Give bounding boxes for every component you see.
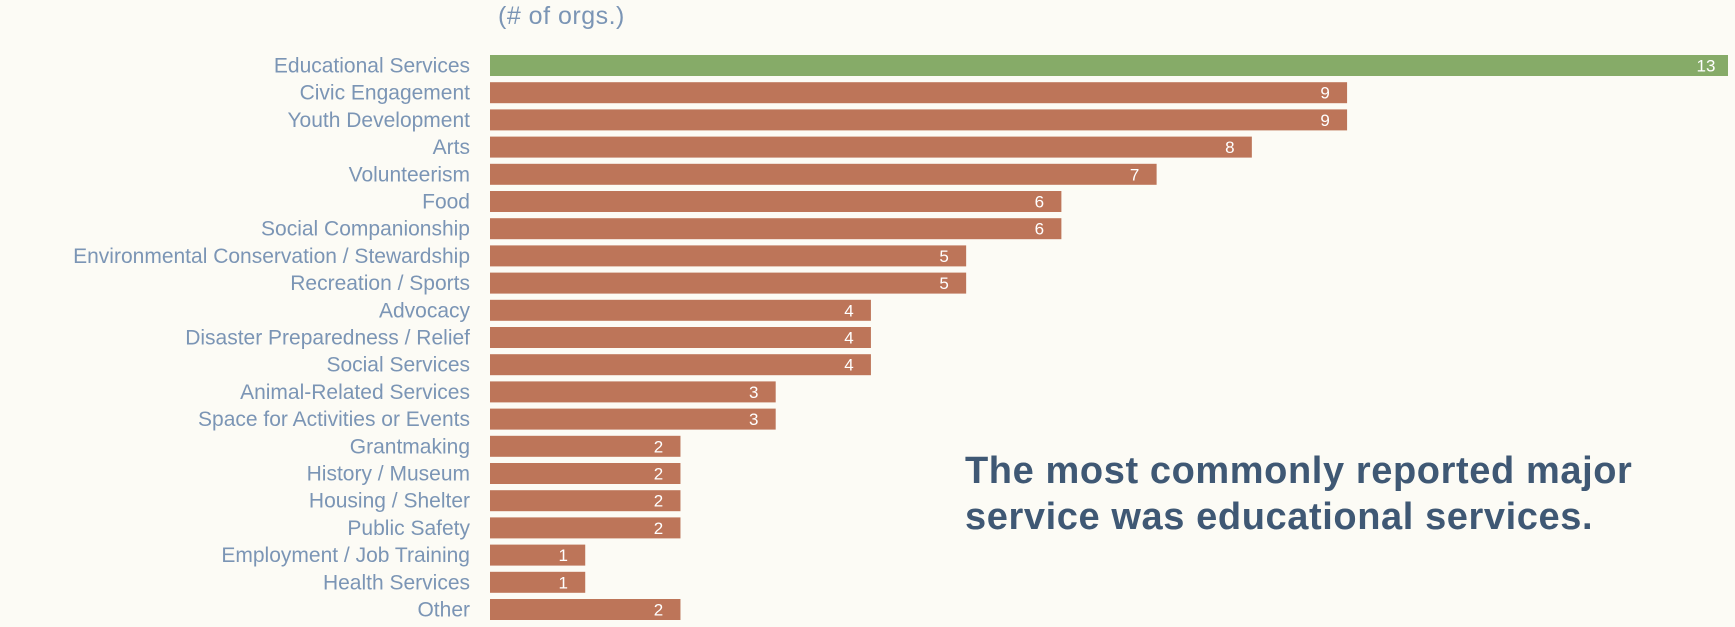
bar: [490, 517, 681, 539]
value-label: 2: [654, 437, 663, 456]
bar: [490, 299, 871, 321]
value-label: 1: [558, 546, 567, 565]
unit-label: (# of orgs.): [498, 2, 625, 30]
bar-highlighted: [490, 55, 1728, 76]
bar: [490, 163, 1157, 185]
value-label: 4: [844, 329, 853, 348]
value-label: 2: [654, 492, 663, 511]
category-label: Grantmaking: [350, 435, 470, 458]
value-label: 9: [1320, 84, 1329, 103]
bar: [490, 490, 681, 512]
value-label: 2: [654, 519, 663, 538]
bar: [490, 354, 871, 376]
bar: [490, 245, 967, 267]
category-label: Recreation / Sports: [290, 272, 470, 295]
category-label: Social Services: [326, 354, 470, 377]
category-label: Housing / Shelter: [309, 490, 470, 513]
value-label: 5: [939, 274, 948, 293]
bar: [490, 571, 586, 593]
category-label: Other: [417, 599, 470, 622]
value-label: 13: [1697, 57, 1716, 76]
category-label: Employment / Job Training: [221, 544, 470, 567]
value-label: 8: [1225, 138, 1234, 157]
callout-text: The most commonly reported major service…: [965, 450, 1633, 538]
value-label: 1: [558, 573, 567, 592]
category-label: Health Services: [323, 571, 470, 594]
category-label: Advocacy: [379, 299, 471, 322]
bar: [490, 408, 776, 430]
category-label: Youth Development: [287, 109, 470, 132]
value-label: 4: [844, 301, 853, 320]
value-label: 5: [939, 247, 948, 266]
category-label: Social Companionship: [261, 218, 470, 241]
category-label: Animal-Related Services: [240, 381, 470, 404]
bar: [490, 381, 776, 403]
value-label: 3: [749, 410, 758, 429]
bar: [490, 272, 967, 294]
category-label: Environmental Conservation / Stewardship: [73, 245, 470, 268]
bar: [490, 136, 1252, 158]
value-label: 4: [844, 356, 853, 375]
value-label: 6: [1035, 220, 1044, 239]
category-label: Educational Services: [274, 55, 470, 78]
value-label: 3: [749, 383, 758, 402]
value-label: 6: [1035, 193, 1044, 212]
bar: [490, 109, 1348, 131]
category-label: Volunteerism: [349, 163, 470, 186]
bar: [490, 191, 1062, 212]
category-label: Disaster Preparedness / Relief: [185, 327, 470, 350]
category-label: Civic Engagement: [300, 82, 471, 105]
value-label: 9: [1320, 111, 1329, 130]
value-label: 7: [1130, 165, 1139, 184]
bar: [490, 435, 681, 457]
category-label: Public Safety: [347, 517, 470, 540]
category-label: Food: [422, 191, 470, 214]
bar: [490, 463, 681, 484]
category-label: Space for Activities or Events: [198, 408, 470, 431]
bar: [490, 327, 871, 348]
value-label: 2: [654, 465, 663, 484]
bar: [490, 82, 1348, 104]
bar: [490, 599, 681, 620]
category-label: Arts: [433, 136, 470, 159]
bar: [490, 218, 1062, 240]
bar: [490, 544, 586, 566]
category-label: History / Museum: [307, 463, 470, 486]
value-label: 2: [654, 601, 663, 620]
